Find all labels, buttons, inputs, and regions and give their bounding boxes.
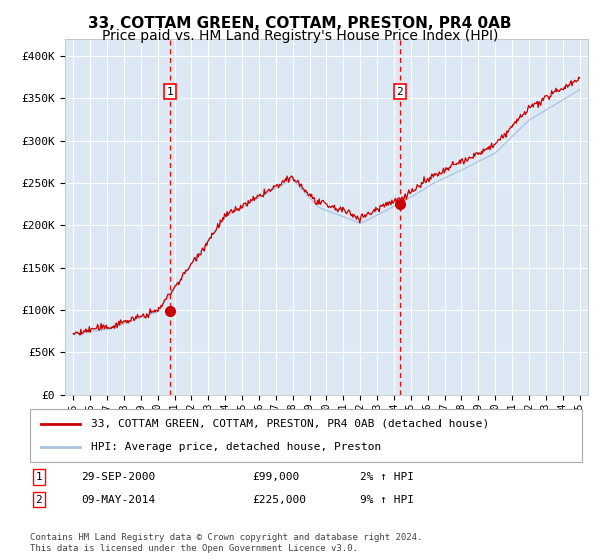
FancyBboxPatch shape: [30, 409, 582, 462]
Text: 1: 1: [167, 87, 173, 97]
Text: 2: 2: [35, 494, 43, 505]
Text: HPI: Average price, detached house, Preston: HPI: Average price, detached house, Pres…: [91, 442, 381, 452]
Text: 2: 2: [397, 87, 403, 97]
Text: 29-SEP-2000: 29-SEP-2000: [81, 472, 155, 482]
Text: 2% ↑ HPI: 2% ↑ HPI: [360, 472, 414, 482]
Text: 9% ↑ HPI: 9% ↑ HPI: [360, 494, 414, 505]
Text: 1: 1: [35, 472, 43, 482]
Text: Price paid vs. HM Land Registry's House Price Index (HPI): Price paid vs. HM Land Registry's House …: [102, 29, 498, 43]
Text: £225,000: £225,000: [252, 494, 306, 505]
Text: Contains HM Land Registry data © Crown copyright and database right 2024.
This d: Contains HM Land Registry data © Crown c…: [30, 533, 422, 553]
Text: 33, COTTAM GREEN, COTTAM, PRESTON, PR4 0AB: 33, COTTAM GREEN, COTTAM, PRESTON, PR4 0…: [88, 16, 512, 31]
Text: 33, COTTAM GREEN, COTTAM, PRESTON, PR4 0AB (detached house): 33, COTTAM GREEN, COTTAM, PRESTON, PR4 0…: [91, 419, 489, 429]
Text: £99,000: £99,000: [252, 472, 299, 482]
Text: 09-MAY-2014: 09-MAY-2014: [81, 494, 155, 505]
